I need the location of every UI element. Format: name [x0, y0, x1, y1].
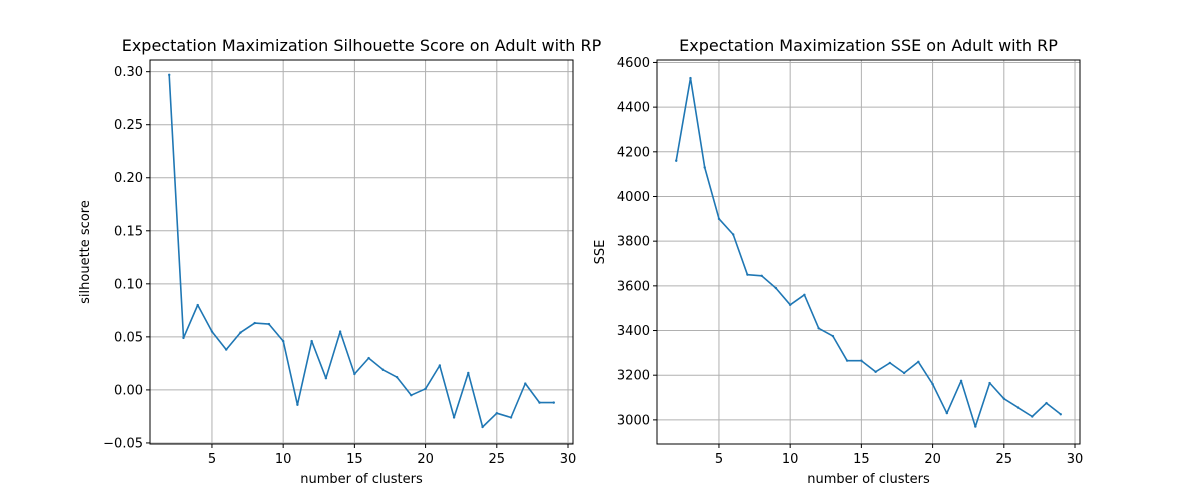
x-tick-label: 5: [208, 452, 216, 467]
x-tick-label: 10: [275, 452, 292, 467]
data-point: [495, 412, 499, 415]
x-tick-label: 30: [560, 452, 577, 467]
chart-panel-1: 5 10 15 20 25 30 −0.05 0.00 0.05 0.10 0.15 0.20 0.25…: [78, 36, 602, 487]
data-point: [168, 73, 171, 77]
x-axis-label: number of clusters: [300, 472, 423, 487]
data-point: [296, 403, 299, 406]
data-point: [182, 336, 185, 340]
y-tick-label: 3200: [617, 369, 650, 384]
data-point: [817, 327, 820, 330]
data-point: [746, 273, 749, 276]
data-point: [367, 356, 370, 360]
y-tick-label: 4000: [617, 190, 650, 205]
y-tick-label: 0.20: [114, 171, 143, 186]
data-point: [310, 339, 313, 343]
data-point: [481, 425, 484, 429]
data-point: [281, 339, 285, 343]
y-tick-label: 3400: [617, 324, 650, 339]
y-tick-label: 0.15: [114, 224, 143, 239]
y-tick-label: 3000: [617, 413, 650, 428]
y-tick-label: 0.25: [114, 118, 143, 133]
data-point: [353, 372, 356, 376]
plot-frame: [149, 59, 574, 445]
data-point: [860, 359, 863, 362]
data-point: [381, 368, 385, 371]
y-tick-label: 3600: [617, 279, 650, 294]
data-point: [931, 382, 934, 386]
data-point: [424, 387, 427, 391]
x-tick-label: 10: [782, 452, 799, 467]
data-point: [253, 321, 256, 325]
data-point: [803, 293, 806, 296]
chart-title: Expectation Maximization SSE on Adult wi…: [679, 36, 1058, 55]
y-tick-label: 3800: [617, 235, 650, 250]
y-tick-label: 4600: [617, 56, 650, 71]
y-tick-label: 0.00: [114, 383, 143, 398]
data-point: [1059, 413, 1062, 416]
x-tick-label: 25: [996, 452, 1013, 467]
data-point: [210, 330, 214, 333]
x-tick-label: 15: [346, 452, 363, 467]
y-axis-label: SSE: [593, 240, 608, 265]
x-axis-label: number of clusters: [807, 472, 930, 487]
data-point: [338, 330, 342, 333]
data-point: [774, 286, 778, 290]
data-point: [731, 233, 735, 236]
y-tick-label: 0.30: [114, 65, 143, 80]
data-point: [959, 379, 963, 382]
data-point: [410, 394, 413, 397]
data-point: [224, 348, 228, 351]
data-point: [538, 401, 541, 404]
data-point: [945, 411, 949, 415]
data-point: [689, 76, 692, 80]
y-tick-label: 0.10: [114, 277, 143, 292]
series-line: [168, 74, 554, 428]
data-point: [917, 360, 920, 363]
data-point: [552, 401, 555, 404]
data-point: [874, 370, 877, 374]
data-point: [675, 159, 678, 162]
plot-frame: [656, 59, 1081, 445]
chart-panel-2: 5 10 15 20 25 30 3000 3200 3400 3600 3800 4000 4200 4…: [593, 36, 1083, 487]
data-point: [703, 166, 706, 169]
data-point: [1002, 397, 1006, 400]
data-point: [831, 334, 835, 338]
y-axis-label: silhouette score: [78, 200, 93, 304]
x-tick-label: 15: [853, 452, 870, 467]
y-tick-label: 4200: [617, 145, 650, 160]
x-tick-label: 20: [417, 452, 434, 467]
data-point: [902, 371, 906, 375]
data-point: [717, 217, 721, 221]
data-point: [267, 322, 271, 326]
data-point: [524, 382, 527, 385]
data-point: [1045, 401, 1048, 405]
data-point: [239, 331, 242, 334]
data-point: [988, 381, 991, 385]
data-point: [888, 361, 892, 365]
y-tick-label: 0.05: [114, 330, 143, 345]
data-point: [395, 375, 399, 379]
y-tick-label: 4400: [617, 101, 650, 116]
series-line: [675, 77, 1062, 428]
x-tick-label: 25: [489, 452, 506, 467]
data-point: [467, 371, 470, 375]
data-point: [1016, 406, 1020, 409]
data-point: [452, 416, 456, 419]
chart-title: Expectation Maximization Silhouette Scor…: [122, 36, 602, 55]
data-point: [196, 303, 199, 307]
y-tick-label: −0.05: [103, 436, 143, 451]
data-point: [845, 359, 849, 362]
data-point: [324, 377, 328, 380]
data-point: [1031, 415, 1034, 418]
x-tick-label: 5: [715, 452, 723, 467]
data-point: [509, 416, 513, 419]
x-tick-label: 30: [1067, 452, 1084, 467]
data-point: [788, 303, 792, 307]
x-tick-label: 20: [924, 452, 941, 467]
data-point: [438, 364, 442, 367]
data-point: [974, 425, 977, 428]
data-point: [760, 274, 763, 277]
